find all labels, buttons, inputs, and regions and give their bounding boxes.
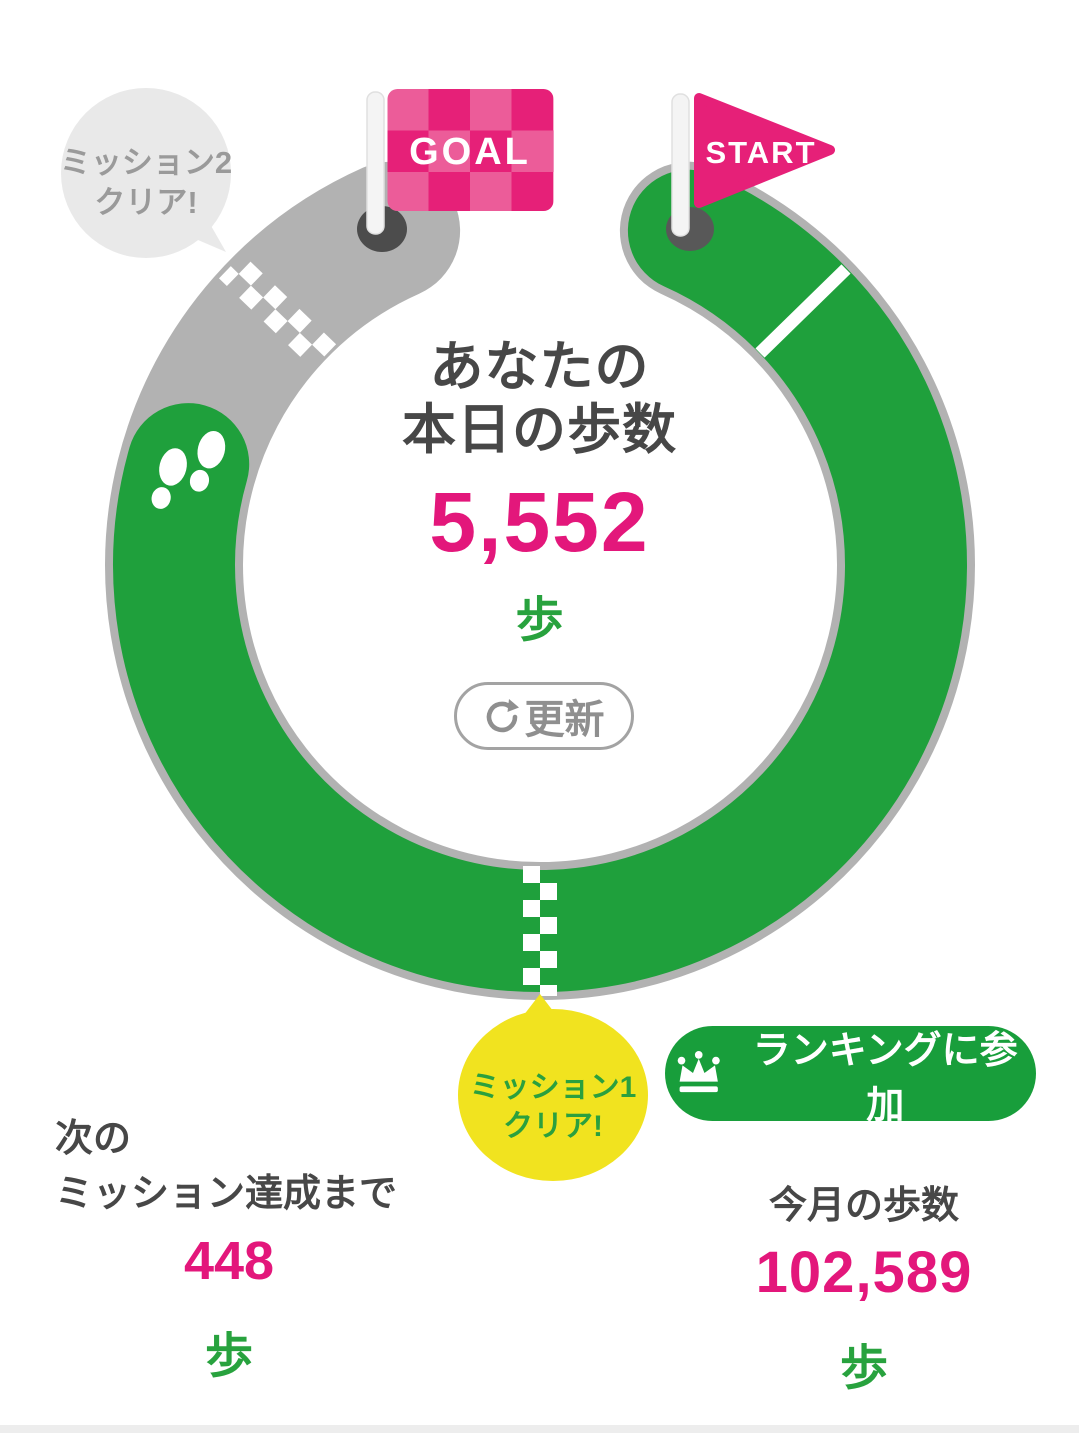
next-mission-steps: 448 <box>183 1231 275 1292</box>
monthly-steps-unit: 歩 <box>839 1342 888 1395</box>
next-mission-label-line1: 次の <box>55 1118 132 1160</box>
monthly-steps-value: 102,589 <box>755 1240 973 1305</box>
next-mission-label-line2: ミッション達成まで <box>55 1173 398 1216</box>
mission1-bubble-line2: クリア! <box>503 1110 603 1143</box>
refresh-icon <box>486 699 519 733</box>
goal-flag: GOAL <box>357 89 554 252</box>
mission2-bubble-line2: クリア! <box>94 185 197 220</box>
mission2-bubble-line1: ミッション2 <box>60 145 232 180</box>
mission2-bubble: ミッション2 クリア! <box>60 88 232 258</box>
mission1-checker-line <box>523 866 557 996</box>
today-steps-value: 5,552 <box>429 475 650 569</box>
start-flag: START <box>666 93 835 251</box>
bottom-divider <box>0 1425 1079 1433</box>
today-steps-heading-line1: あなたの <box>429 337 650 397</box>
start-flag-pole <box>671 93 690 237</box>
mission2-checker-line <box>218 253 337 369</box>
ranking-button-label: ランキングに参加 <box>752 1029 1018 1127</box>
refresh-button[interactable]: 更新 <box>454 682 634 750</box>
progress-arc <box>113 169 967 992</box>
goal-flag-pole <box>366 91 385 235</box>
ranking-button[interactable]: ランキングに参加 <box>665 1026 1036 1127</box>
mission1-bubble: ミッション1 クリア! <box>458 994 648 1181</box>
footprints-icon <box>151 430 226 509</box>
monthly-steps-label: 今月の歩数 <box>768 1185 959 1227</box>
monthly-steps-block: 今月の歩数 102,589 歩 <box>702 1174 1026 1398</box>
next-mission-unit: 歩 <box>204 1330 253 1384</box>
crown-icon <box>677 1050 720 1092</box>
start-flag-label: START <box>705 135 816 170</box>
today-steps-unit: 歩 <box>515 594 564 647</box>
stage-divider-stripe <box>755 264 851 358</box>
today-steps-heading-line2: 本日の歩数 <box>402 399 677 460</box>
goal-flag-label: GOAL <box>409 131 531 173</box>
mission1-bubble-line1: ミッション1 <box>470 1071 637 1104</box>
refresh-button-label: 更新 <box>524 698 605 742</box>
next-mission-block: 次の ミッション達成まで 448 歩 <box>55 1112 403 1386</box>
today-steps-heading: あなたの 本日の歩数 <box>0 336 1079 461</box>
next-mission-label: 次の ミッション達成まで <box>55 1112 403 1222</box>
